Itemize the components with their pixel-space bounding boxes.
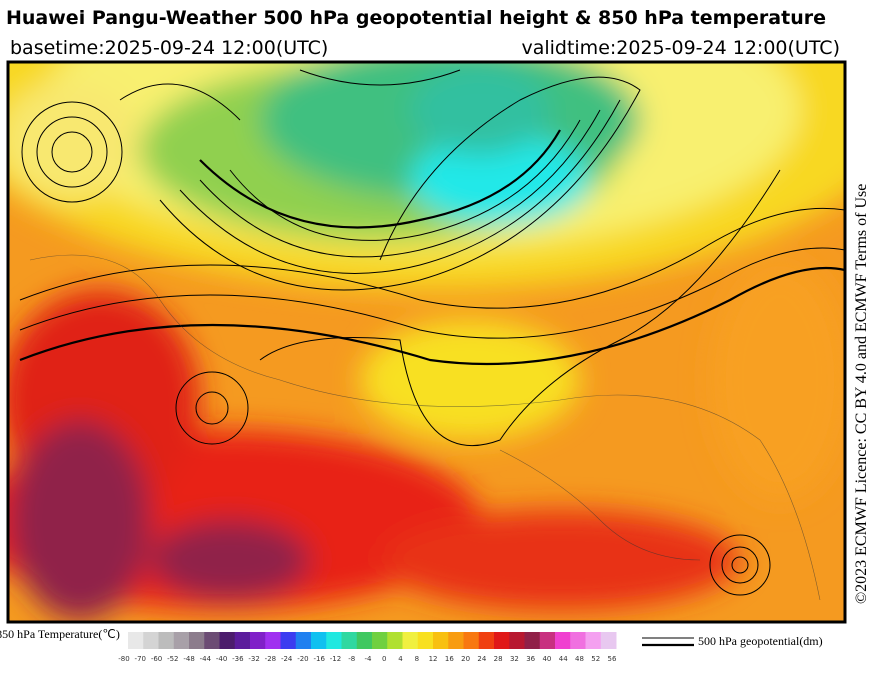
colorbar-swatch — [448, 632, 464, 649]
colorbar-swatch — [463, 632, 480, 649]
colorbar-tick: 28 — [494, 655, 503, 663]
colorbar-tick: -4 — [365, 655, 373, 663]
colorbar-tick: 36 — [526, 655, 535, 663]
colorbar-tick: -52 — [167, 655, 178, 663]
colorbar-swatch — [555, 632, 571, 649]
colorbar-tick: -40 — [216, 655, 227, 663]
colorbar-swatch — [372, 632, 388, 649]
colorbar-tick: -32 — [248, 655, 259, 663]
basetime: basetime:2025-09-24 12:00(UTC) — [10, 37, 328, 59]
colorbar-tick: -8 — [348, 655, 355, 663]
colorbar-swatch — [585, 632, 602, 649]
colorbar-swatch — [234, 632, 251, 649]
colorbar-swatch — [189, 632, 205, 649]
colorbar-tick: 20 — [461, 655, 470, 663]
licence: ©2023 ECMWF Licence: CC BY 4.0 and ECMWF… — [853, 184, 870, 604]
colorbar-swatch — [204, 632, 220, 649]
colorbar-swatch — [509, 632, 525, 649]
colorbar-swatch — [356, 632, 373, 649]
colorbar-tick: 52 — [591, 655, 600, 663]
colorbar-tick: -28 — [265, 655, 276, 663]
colorbar-swatch — [311, 632, 327, 649]
colorbar-tick: 48 — [575, 655, 584, 663]
colorbar-swatch — [128, 632, 144, 649]
colorbar-tick: 12 — [429, 655, 438, 663]
legend: 500 hPa geopotential(dm) — [642, 634, 823, 648]
colorbar-tick: 40 — [542, 655, 551, 663]
title: Huawei Pangu-Weather 500 hPa geopotentia… — [6, 7, 826, 29]
colorbar-swatch — [494, 632, 510, 649]
colorbar-swatch — [341, 632, 358, 649]
colorbar-swatch — [173, 632, 190, 649]
colorbar-tick: -36 — [232, 655, 244, 663]
colorbar-tick: 24 — [477, 655, 486, 663]
map — [8, 62, 845, 622]
colorbar-swatch — [250, 632, 266, 649]
colorbar-swatch — [600, 632, 617, 649]
colorbar-swatch — [433, 632, 449, 649]
colorbar-swatch — [295, 632, 312, 649]
colorbar-swatch — [158, 632, 175, 649]
legend-label: 500 hPa geopotential(dm) — [698, 634, 823, 648]
colorbar-tick: -60 — [151, 655, 162, 663]
colorbar-swatch — [265, 632, 281, 649]
colorbar-tick: 56 — [608, 655, 617, 663]
colorbar-swatch — [570, 632, 586, 649]
colorbar-swatch — [280, 632, 297, 649]
colorbar-tick: -24 — [281, 655, 293, 663]
colorbar-tick: 44 — [559, 655, 568, 663]
map-frame — [6, 60, 847, 624]
validtime: validtime:2025-09-24 12:00(UTC) — [521, 37, 840, 59]
colorbar-swatch — [387, 632, 403, 649]
colorbar-tick: -12 — [330, 655, 341, 663]
colorbar-tick: 16 — [445, 655, 454, 663]
colorbar-tick: 4 — [398, 655, 403, 663]
colorbar-tick: 8 — [415, 655, 419, 663]
colorbar-swatch — [478, 632, 495, 649]
colorbar-swatch — [417, 632, 434, 649]
colorbar-swatch — [402, 632, 419, 649]
colorbar-tick: 32 — [510, 655, 519, 663]
colorbar-tick: -70 — [135, 655, 146, 663]
colorbar-title: 850 hPa Temperature(℃) — [0, 627, 120, 641]
colorbar-tick: -20 — [297, 655, 308, 663]
colorbar-tick: -44 — [200, 655, 212, 663]
colorbar-tick: -16 — [313, 655, 325, 663]
colorbar-swatch — [219, 632, 236, 649]
colorbar-swatch — [524, 632, 541, 649]
colorbar: -80 -70 -60 -52 -48 -44 -40 -36 -32 -28 -24 -20 -16-… — [118, 632, 617, 663]
colorbar-tick: -48 — [183, 655, 194, 663]
colorbar-swatch — [539, 632, 556, 649]
colorbar-swatch — [326, 632, 342, 649]
colorbar-tick: -80 — [118, 655, 129, 663]
colorbar-tick: 0 — [382, 655, 386, 663]
colorbar-swatch — [143, 632, 159, 649]
